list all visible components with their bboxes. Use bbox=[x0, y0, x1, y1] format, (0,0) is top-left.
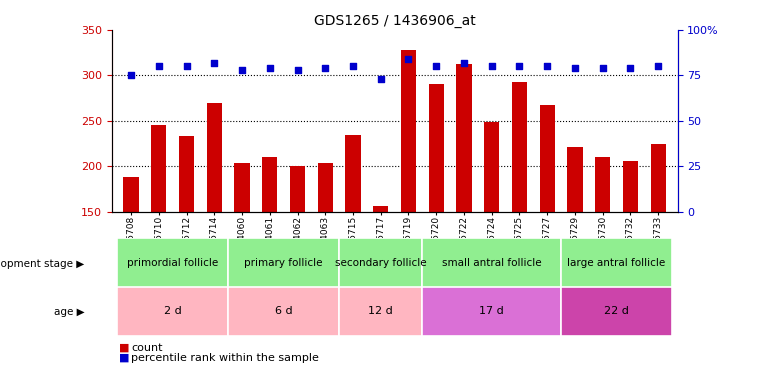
Bar bbox=[151, 124, 166, 212]
Bar bbox=[262, 158, 277, 212]
Text: small antral follicle: small antral follicle bbox=[442, 258, 541, 267]
Bar bbox=[623, 161, 638, 212]
Bar bbox=[117, 287, 228, 336]
Bar bbox=[228, 238, 339, 287]
Bar bbox=[512, 82, 527, 212]
Text: 6 d: 6 d bbox=[275, 306, 293, 316]
Title: GDS1265 / 1436906_at: GDS1265 / 1436906_at bbox=[313, 13, 476, 28]
Point bbox=[486, 63, 498, 69]
Point bbox=[541, 63, 554, 69]
Point bbox=[125, 72, 137, 78]
Bar bbox=[179, 136, 194, 212]
Text: primordial follicle: primordial follicle bbox=[127, 258, 219, 267]
Text: ■: ■ bbox=[119, 353, 130, 363]
Text: count: count bbox=[131, 343, 162, 352]
Bar bbox=[339, 287, 423, 336]
Point bbox=[597, 65, 609, 71]
Point bbox=[652, 63, 665, 69]
Bar bbox=[206, 103, 222, 212]
Bar bbox=[339, 238, 423, 287]
Text: ■: ■ bbox=[119, 343, 130, 352]
Point bbox=[263, 65, 276, 71]
Point bbox=[208, 60, 220, 66]
Text: primary follicle: primary follicle bbox=[244, 258, 323, 267]
Bar bbox=[117, 238, 228, 287]
Point bbox=[291, 67, 303, 73]
Point bbox=[152, 63, 165, 69]
Bar bbox=[429, 84, 444, 212]
Bar bbox=[228, 287, 339, 336]
Point bbox=[319, 65, 331, 71]
Text: age ▶: age ▶ bbox=[54, 307, 85, 317]
Bar bbox=[123, 177, 139, 212]
Text: development stage ▶: development stage ▶ bbox=[0, 260, 85, 269]
Text: 17 d: 17 d bbox=[480, 306, 504, 316]
Point bbox=[624, 65, 637, 71]
Point bbox=[403, 56, 415, 62]
Bar bbox=[595, 158, 611, 212]
Text: large antral follicle: large antral follicle bbox=[567, 258, 666, 267]
Point bbox=[458, 60, 470, 66]
Bar bbox=[651, 144, 666, 212]
Bar bbox=[561, 287, 672, 336]
Point bbox=[514, 63, 526, 69]
Point bbox=[180, 63, 192, 69]
Bar bbox=[290, 166, 305, 212]
Bar bbox=[484, 122, 500, 212]
Point bbox=[374, 76, 387, 82]
Bar bbox=[423, 287, 561, 336]
Bar bbox=[567, 147, 583, 212]
Text: 22 d: 22 d bbox=[604, 306, 629, 316]
Text: secondary follicle: secondary follicle bbox=[335, 258, 427, 267]
Bar bbox=[457, 64, 471, 212]
Text: 12 d: 12 d bbox=[368, 306, 393, 316]
Bar bbox=[401, 50, 416, 212]
Bar bbox=[373, 206, 388, 212]
Bar bbox=[318, 163, 333, 212]
Bar bbox=[561, 238, 672, 287]
Point bbox=[430, 63, 443, 69]
Bar bbox=[346, 135, 360, 212]
Text: 2 d: 2 d bbox=[164, 306, 182, 316]
Bar bbox=[234, 163, 249, 212]
Bar bbox=[423, 238, 561, 287]
Point bbox=[346, 63, 359, 69]
Point bbox=[236, 67, 248, 73]
Text: percentile rank within the sample: percentile rank within the sample bbox=[131, 353, 319, 363]
Bar bbox=[540, 105, 555, 212]
Point bbox=[569, 65, 581, 71]
